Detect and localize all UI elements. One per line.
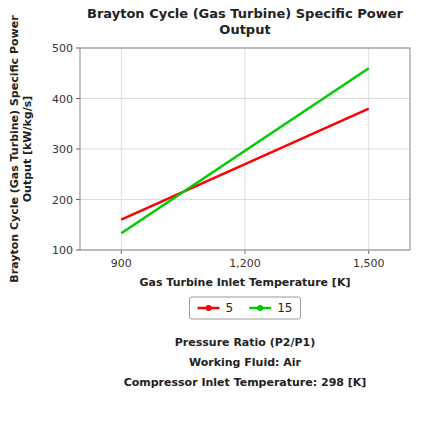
- chart: 900 1,200 1,500 100 200 300 400 500 Brayton Cycl…: [0, 0, 426, 426]
- tick-x: [368, 250, 369, 254]
- series-line: [121, 109, 369, 220]
- legend-label: 15: [277, 301, 292, 315]
- legend-marker: [206, 305, 212, 311]
- tick-label-y: 300: [52, 143, 73, 156]
- tick-y: [76, 149, 80, 150]
- legend-item: 15: [249, 301, 292, 315]
- tick-y: [76, 250, 80, 251]
- tick-label-x: 1,200: [229, 257, 261, 270]
- legend-item: 5: [198, 301, 234, 315]
- legend: 5 15: [190, 297, 301, 319]
- tick-label-x: 900: [111, 257, 132, 270]
- title: Brayton Cycle (Gas Turbine) Specific Pow…: [87, 6, 403, 37]
- tick-label-y: 200: [52, 194, 73, 207]
- series-line: [121, 68, 369, 233]
- y-axis-label: Brayton Cycle (Gas Turbine) Specific Pow…: [8, 15, 34, 283]
- annotation: Pressure Ratio (P2/P1): [175, 336, 315, 349]
- tick-label-y: 100: [52, 244, 73, 257]
- annotation: Working Fluid: Air: [189, 356, 302, 369]
- tick-y: [76, 48, 80, 49]
- tick-y: [76, 199, 80, 200]
- series-group: [121, 68, 369, 233]
- legend-box: [190, 297, 301, 319]
- tick-label-x: 1,500: [353, 257, 385, 270]
- tick-x: [245, 250, 246, 254]
- x-axis-label: Gas Turbine Inlet Temperature [K]: [140, 276, 351, 289]
- tick-label-y: 500: [52, 42, 73, 55]
- grid-line-y: [80, 98, 410, 99]
- plot-frame: [80, 48, 410, 250]
- tick-label-y: 400: [52, 93, 73, 106]
- legend-label: 5: [226, 301, 234, 315]
- legend-marker: [257, 305, 263, 311]
- tick-x: [121, 250, 122, 254]
- grid-line-y: [80, 199, 410, 200]
- annotation: Compressor Inlet Temperature: 298 [K]: [124, 376, 367, 389]
- tick-y: [76, 98, 80, 99]
